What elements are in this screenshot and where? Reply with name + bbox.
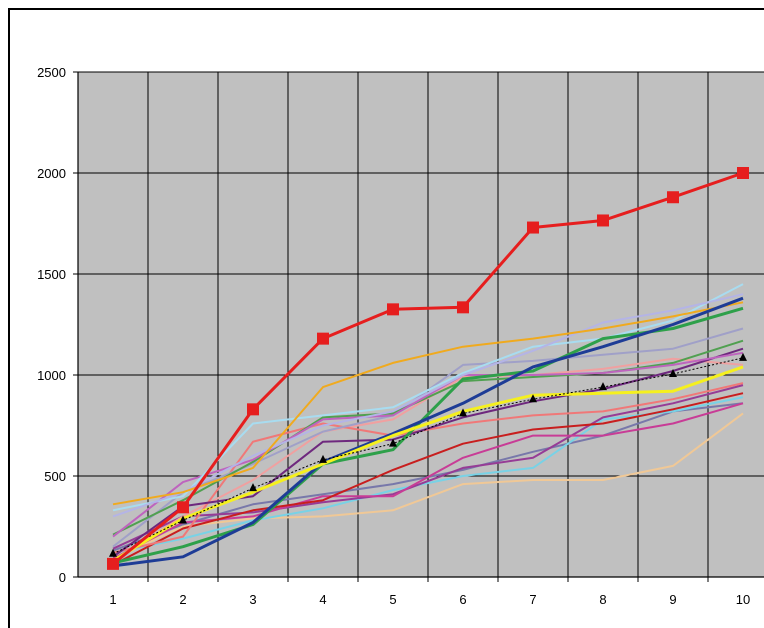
data-point (667, 191, 679, 204)
series-line (112, 382, 744, 554)
x-tick-label: 4 (319, 592, 326, 607)
data-point (669, 368, 677, 377)
series-line (112, 293, 744, 518)
series-line (112, 301, 744, 506)
data-point (739, 352, 747, 361)
data-point (177, 501, 189, 514)
x-tick-label: 1 (109, 592, 116, 607)
x-tick-label: 8 (599, 592, 606, 607)
series-line (112, 412, 744, 560)
y-tick-label: 2000 (37, 166, 66, 181)
data-point (737, 167, 749, 179)
x-tick-label: 5 (389, 592, 396, 607)
series-line (112, 365, 744, 563)
data-point (529, 394, 537, 403)
y-tick-label: 2500 (37, 65, 66, 80)
y-tick-label: 0 (59, 570, 66, 585)
x-tick-label: 10 (736, 592, 750, 607)
data-point (249, 483, 257, 492)
series-lines (112, 171, 744, 568)
axes (73, 71, 764, 582)
data-point (597, 214, 609, 227)
data-point (179, 515, 187, 524)
y-tick-label: 500 (44, 469, 66, 484)
data-point (599, 382, 607, 391)
data-point (247, 403, 259, 416)
series-line (112, 384, 744, 550)
x-tick-label: 2 (179, 592, 186, 607)
data-point (389, 438, 397, 447)
y-axis-tick-labels: 0 500 1000 1500 2000 2500 (37, 65, 66, 585)
series-line (112, 357, 744, 555)
gridlines (78, 71, 764, 577)
data-point (317, 332, 329, 345)
series-line (112, 296, 744, 568)
x-tick-label: 7 (529, 592, 536, 607)
series-line (112, 306, 744, 565)
data-point (109, 548, 117, 557)
series-line (112, 392, 744, 566)
data-point (387, 303, 399, 316)
series-line (112, 171, 744, 566)
series-line (112, 351, 744, 538)
x-axis-tick-labels: 1 2 3 4 5 6 7 8 9 10 (109, 592, 750, 607)
data-point (107, 557, 119, 570)
data-point (527, 221, 539, 234)
y-tick-label: 1500 (37, 267, 66, 282)
data-point (459, 408, 467, 417)
x-tick-label: 6 (459, 592, 466, 607)
data-point (457, 301, 469, 314)
series-markers (107, 167, 749, 570)
data-point (319, 454, 327, 463)
x-tick-label: 3 (249, 592, 256, 607)
y-tick-label: 1000 (37, 368, 66, 383)
x-tick-label: 9 (669, 592, 676, 607)
